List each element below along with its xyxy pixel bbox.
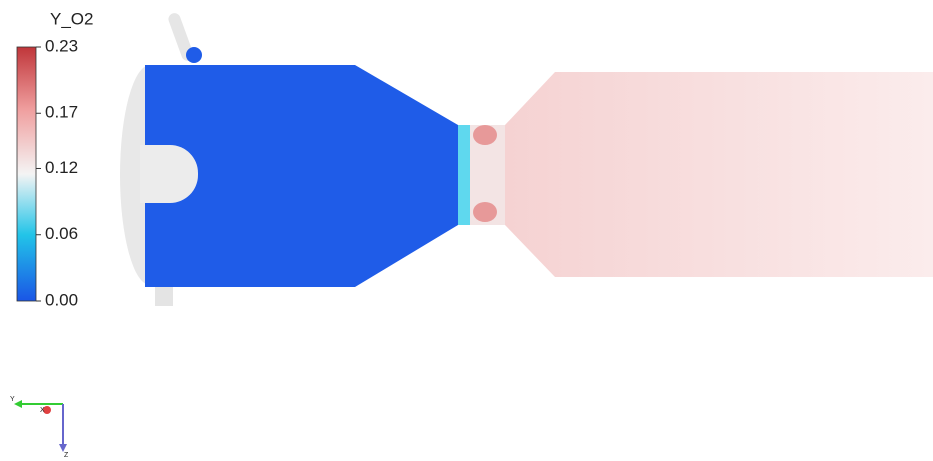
tick-label: 0.23 bbox=[45, 36, 78, 55]
triad-label: Z bbox=[64, 452, 69, 459]
triad-label: X bbox=[40, 407, 45, 414]
tick-label: 0.12 bbox=[45, 158, 78, 177]
geometry bbox=[120, 13, 933, 306]
colorbar bbox=[16, 46, 37, 302]
triad-label: Y bbox=[10, 396, 15, 403]
tick-label: 0.17 bbox=[45, 103, 78, 122]
legend-title: Y_O2 bbox=[50, 9, 93, 28]
colorbar-ticks: 0.23 0.17 0.12 0.06 0.00 bbox=[36, 36, 78, 309]
tick-label: 0.06 bbox=[45, 224, 78, 243]
axes-triad: Y X Z bbox=[10, 396, 69, 459]
tick-label: 0.00 bbox=[45, 290, 78, 309]
